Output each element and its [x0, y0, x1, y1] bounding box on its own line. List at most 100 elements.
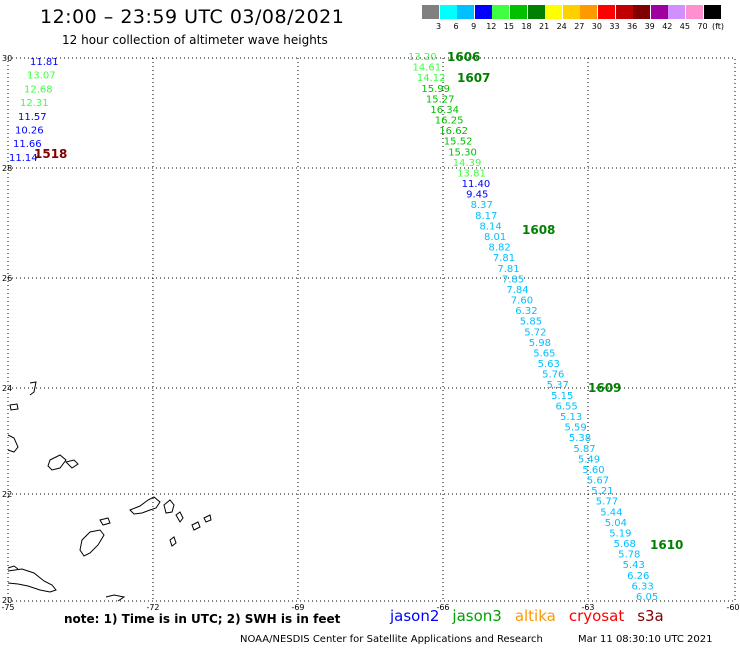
legend-swatch: [422, 5, 439, 19]
legend-swatch: [598, 5, 615, 19]
island-outline: [79, 529, 105, 557]
wave-height-label: 7.85: [502, 274, 524, 285]
wave-height-label: 6.33: [632, 581, 654, 592]
island-outline: [191, 521, 201, 531]
island-outline: [7, 565, 19, 570]
island-outline: [29, 381, 37, 396]
island-outline: [175, 511, 184, 523]
satellite-name: jason3: [452, 607, 502, 625]
satellite-key: jason2 jason3 altika cryosat s3a: [390, 607, 677, 625]
wave-height-label: 5.76: [542, 370, 564, 381]
legend-swatch: [668, 5, 686, 19]
wave-height-label: 7.84: [506, 285, 528, 296]
legend-swatch: [492, 5, 510, 19]
wave-height-label: 11.81: [30, 57, 59, 68]
lat-tick-label: 26: [2, 274, 12, 283]
legend-label: 24: [556, 22, 567, 31]
wave-height-label: 13.20: [408, 52, 437, 63]
wave-height-label: 5.63: [538, 359, 560, 370]
legend-swatch: [615, 5, 633, 19]
wave-height-label: 5.19: [609, 529, 631, 540]
wave-height-label: 13.07: [27, 71, 56, 82]
wave-height-label: 12.68: [24, 84, 53, 95]
legend-label: 6: [453, 22, 459, 31]
wave-height-label: 11.14: [9, 153, 38, 164]
note-text: note: 1) Time is in UTC; 2) SWH is in fe…: [64, 612, 341, 626]
map-title: 12:00 – 23:59 UTC 03/08/2021: [40, 6, 345, 28]
legend-swatch: [633, 5, 651, 19]
legend-swatch: [580, 5, 598, 19]
lat-tick-label: 28: [2, 164, 12, 173]
legend-swatch: [457, 5, 475, 19]
pass-time-labels: 1518 1606 1607 1608 1609 1610: [34, 50, 683, 552]
lon-tick-label: -69: [291, 603, 304, 612]
map-grid: [8, 58, 735, 601]
wave-height-label: 15.27: [426, 94, 455, 105]
map-subtitle: 12 hour collection of altimeter wave hei…: [62, 33, 328, 47]
island-outline: [105, 594, 126, 602]
satellite-name: s3a: [637, 607, 664, 625]
legend-label: 39: [644, 22, 655, 31]
wave-height-label: 6.26: [627, 571, 649, 582]
legend-swatch: [650, 5, 668, 19]
island-outline: [47, 454, 67, 471]
lon-tick-label: -60: [726, 603, 739, 612]
legend-label: 42: [662, 22, 673, 31]
coastline-outline: [7, 568, 57, 593]
legend-swatch: [562, 5, 580, 19]
wave-height-label: 16.25: [435, 116, 464, 127]
legend-label: 21: [539, 22, 550, 31]
wave-height-label: 16.62: [439, 126, 468, 137]
pass-time-label: 1610: [650, 538, 683, 552]
lat-tick-label: 30: [2, 54, 12, 63]
wave-height-label: 11.40: [462, 179, 491, 190]
wave-height-label: 15.52: [444, 137, 473, 148]
lon-tick-label: -75: [1, 603, 14, 612]
wave-height-label: 5.59: [565, 423, 587, 434]
lon-tick-label: -66: [436, 603, 449, 612]
wave-height-label: 5.85: [520, 317, 542, 328]
legend-label: 3: [435, 22, 442, 31]
wave-height-label: 5.04: [605, 518, 627, 529]
wave-height-label: 7.81: [497, 264, 519, 275]
wave-height-label: 5.77: [596, 497, 618, 508]
wave-height-label: 5.87: [573, 444, 595, 455]
wave-height-label: 7.81: [493, 253, 515, 264]
legend-label: 18: [521, 22, 532, 31]
wave-height-label: 5.21: [591, 486, 613, 497]
wave-height-label: 5.65: [533, 349, 555, 360]
legend-label: 9: [471, 22, 477, 31]
wave-height-label: 5.98: [529, 338, 551, 349]
island-outline: [9, 403, 19, 411]
legend-label: 12: [486, 22, 497, 31]
wave-height-label: 5.49: [578, 454, 600, 465]
wave-height-label: 5.68: [614, 539, 636, 550]
legend-unit: (ft): [712, 22, 725, 31]
wave-height-label: 5.78: [618, 550, 640, 561]
wave-height-label: 5.67: [587, 476, 609, 487]
wave-height-label: 8.17: [475, 211, 497, 222]
pass-time-label: 1609: [588, 381, 621, 395]
wave-height-label: 10.26: [15, 126, 44, 137]
satellite-name: cryosat: [568, 607, 625, 625]
wave-height-label: 5.37: [547, 380, 569, 391]
wave-height-label: 14.61: [413, 63, 442, 74]
legend-label: 70: [697, 22, 708, 31]
wave-height-label: 6.55: [556, 401, 578, 412]
lat-tick-label: 22: [2, 490, 12, 499]
wave-height-label: 14.12: [417, 73, 446, 84]
wave-height-label: 14.39: [453, 158, 482, 169]
wave-height-label: 5.15: [551, 391, 573, 402]
island-outline: [203, 514, 212, 523]
wave-height-label: 8.37: [471, 200, 493, 211]
lon-tick-label: -72: [146, 603, 159, 612]
island-outline: [129, 496, 161, 515]
legend-swatch: [686, 5, 703, 19]
lat-tick-label: 20: [2, 596, 12, 605]
legend-label: 36: [627, 22, 638, 31]
island-outline: [99, 517, 111, 526]
wave-height-label: 8.14: [480, 221, 502, 232]
legend-swatch: [510, 5, 527, 19]
wave-height-label: 6.32: [515, 306, 537, 317]
island-outline: [7, 434, 19, 453]
